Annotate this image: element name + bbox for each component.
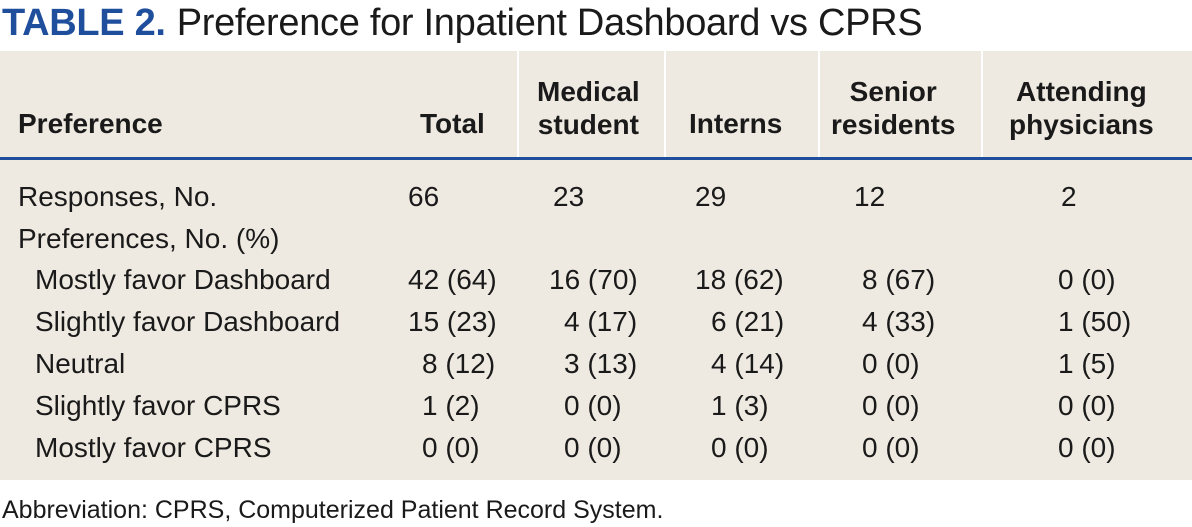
table-title: TABLE 2. Preference for Inpatient Dashboa… xyxy=(2,0,923,48)
header-interns: Interns xyxy=(689,108,783,139)
cell-attending-physicians: 2 xyxy=(1061,181,1077,212)
row-label: Mostly favor Dashboard xyxy=(35,264,331,295)
header-preference: Preference xyxy=(18,108,163,139)
column-separator xyxy=(664,51,666,158)
column-separator xyxy=(981,51,983,158)
cell-total: 0 (0) xyxy=(422,432,480,463)
header-senior-residents: Senior residents xyxy=(831,76,956,140)
table-row: Preferences, No. (%) xyxy=(0,218,1192,260)
table-footnote: Abbreviation: CPRS, Computerized Patient… xyxy=(2,496,664,524)
header-medical-student: Medical student xyxy=(537,76,640,140)
cell-total: 42 (64) xyxy=(408,264,497,295)
cell-medical-student: 0 (0) xyxy=(564,390,622,421)
table-row: Responses, No. 66 23 29 12 2 xyxy=(0,176,1192,218)
header-attending-physicians: Attending physicians xyxy=(1009,76,1154,140)
row-label: Mostly favor CPRS xyxy=(35,432,272,463)
cell-senior-residents: 12 xyxy=(854,181,886,212)
table-title-text: Preference for Inpatient Dashboard vs CP… xyxy=(176,2,923,44)
cell-interns: 6 (21) xyxy=(711,306,785,337)
table-row: Neutral 8 (12) 3 (13) 4 (14) 0 (0) 1 (5) xyxy=(0,343,1192,385)
cell-medical-student: 16 (70) xyxy=(549,264,638,295)
row-label: Slightly favor CPRS xyxy=(35,390,281,421)
cell-senior-residents: 0 (0) xyxy=(862,390,920,421)
cell-senior-residents: 0 (0) xyxy=(862,348,920,379)
cell-interns: 4 (14) xyxy=(711,348,785,379)
cell-interns: 29 xyxy=(695,181,727,212)
cell-attending-physicians: 1 (50) xyxy=(1058,306,1132,337)
cell-attending-physicians: 0 (0) xyxy=(1058,264,1116,295)
cell-medical-student: 0 (0) xyxy=(564,432,622,463)
table-header: Preference Total Medical student Interns… xyxy=(0,51,1192,158)
cell-medical-student: 23 xyxy=(553,181,585,212)
preference-table: Preference Total Medical student Interns… xyxy=(0,51,1192,480)
cell-interns: 1 (3) xyxy=(711,390,769,421)
cell-senior-residents: 4 (33) xyxy=(862,306,936,337)
header-total: Total xyxy=(420,108,485,139)
table-number-label: TABLE 2. xyxy=(2,2,166,44)
cell-medical-student: 4 (17) xyxy=(564,306,638,337)
header-rule xyxy=(0,157,1192,160)
table-row: Slightly favor Dashboard 15 (23) 4 (17) … xyxy=(0,301,1192,343)
cell-total: 1 (2) xyxy=(422,390,480,421)
column-separator xyxy=(517,51,519,158)
cell-senior-residents: 0 (0) xyxy=(862,432,920,463)
cell-attending-physicians: 0 (0) xyxy=(1058,432,1116,463)
cell-interns: 0 (0) xyxy=(711,432,769,463)
table-row: Mostly favor CPRS 0 (0) 0 (0) 0 (0) 0 (0… xyxy=(0,427,1192,469)
cell-total: 15 (23) xyxy=(408,306,497,337)
cell-total: 66 xyxy=(408,181,440,212)
row-label: Slightly favor Dashboard xyxy=(35,306,341,337)
table-row: Slightly favor CPRS 1 (2) 0 (0) 1 (3) 0 … xyxy=(0,385,1192,427)
cell-attending-physicians: 0 (0) xyxy=(1058,390,1116,421)
row-label: Responses, No. xyxy=(18,181,218,212)
row-label: Preferences, No. (%) xyxy=(18,223,280,254)
cell-senior-residents: 8 (67) xyxy=(862,264,936,295)
cell-medical-student: 3 (13) xyxy=(564,348,638,379)
cell-attending-physicians: 1 (5) xyxy=(1058,348,1116,379)
cell-total: 8 (12) xyxy=(422,348,496,379)
cell-interns: 18 (62) xyxy=(695,264,784,295)
row-label: Neutral xyxy=(35,348,126,379)
column-separator xyxy=(818,51,820,158)
table-row: Mostly favor Dashboard 42 (64) 16 (70) 1… xyxy=(0,259,1192,301)
